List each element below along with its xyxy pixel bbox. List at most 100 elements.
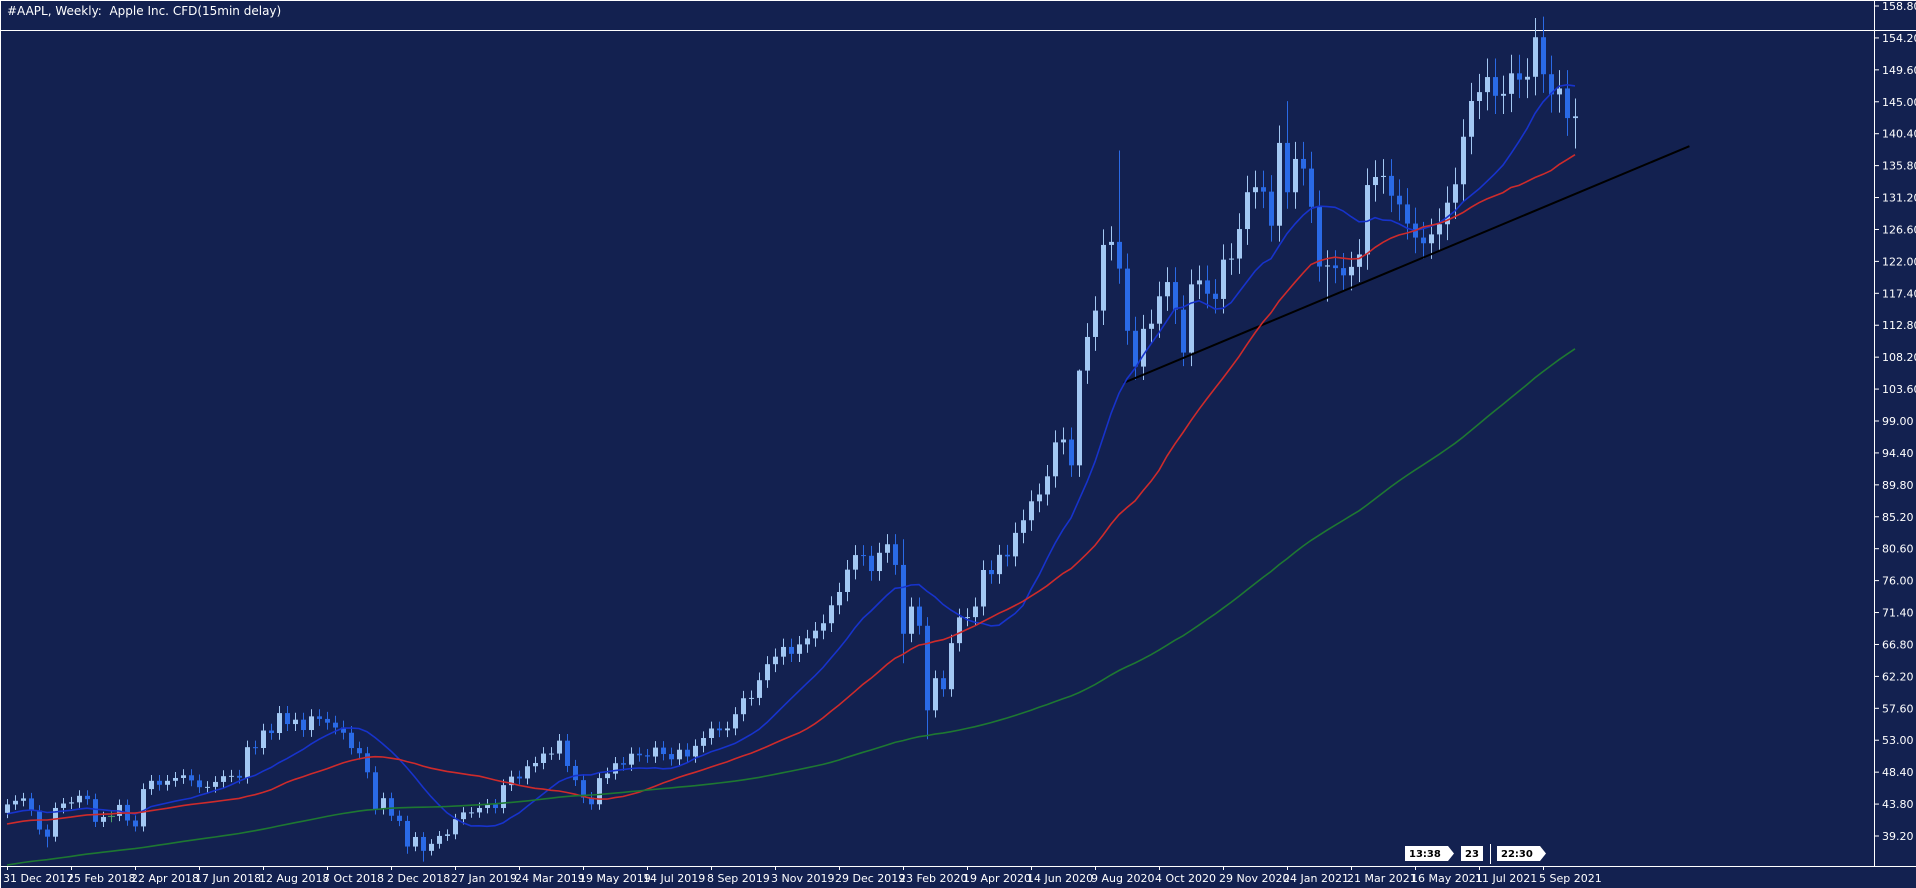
candle-body xyxy=(1517,73,1522,80)
candle-body xyxy=(1365,185,1370,255)
candle-body xyxy=(5,804,10,813)
candle-body xyxy=(325,718,330,723)
candle-body xyxy=(709,728,714,739)
candle-body xyxy=(1181,309,1186,353)
candle-body xyxy=(277,713,282,734)
candle-body xyxy=(1253,187,1258,193)
candle-body xyxy=(1269,191,1274,226)
time-label: 19 Apr 2020 xyxy=(963,872,1031,885)
price-label: 89.80 xyxy=(1882,479,1914,492)
candle-body xyxy=(85,795,90,800)
candle-body xyxy=(813,630,818,639)
time-label: 24 Mar 2019 xyxy=(515,872,585,885)
candle-body xyxy=(229,775,234,777)
price-label: 94.40 xyxy=(1882,447,1914,460)
candle-body xyxy=(749,697,754,699)
candle-body xyxy=(917,606,922,626)
time-label: 31 Dec 2017 xyxy=(3,872,73,885)
candle-body xyxy=(301,719,306,731)
time-marker-tags[interactable]: 13:38 23 22:30 xyxy=(1405,844,1546,864)
price-label: 99.00 xyxy=(1882,415,1914,428)
candle-body xyxy=(661,747,666,755)
candle-body xyxy=(293,719,298,725)
time-marker-tag[interactable] xyxy=(1497,846,1546,861)
candle-body xyxy=(525,766,530,779)
price-label: 53.00 xyxy=(1882,734,1914,747)
candle-body xyxy=(1453,184,1458,203)
price-label: 126.60 xyxy=(1882,223,1916,236)
trendline-object[interactable] xyxy=(1123,145,1690,384)
candle-body xyxy=(1293,158,1298,193)
price-axis[interactable]: 158.80 154.20 149.60 145.00 140.40 135.80 131.… xyxy=(1874,1,1916,866)
candle-body xyxy=(981,569,986,607)
candle-body xyxy=(1037,494,1042,502)
candle-body xyxy=(1061,439,1066,443)
candle-body xyxy=(1317,206,1322,267)
candle-body xyxy=(1045,476,1050,495)
time-marker-tag[interactable] xyxy=(1461,846,1483,861)
candle-body xyxy=(741,698,746,715)
candle-body xyxy=(221,776,226,782)
candle-body xyxy=(1389,175,1394,196)
candle-body xyxy=(1437,224,1442,235)
candle-body xyxy=(1373,176,1378,186)
candle-body xyxy=(1541,37,1546,75)
candle-body xyxy=(501,785,506,809)
candle-body xyxy=(1461,136,1466,185)
price-label: 154.20 xyxy=(1882,32,1916,45)
price-label: 57.60 xyxy=(1882,702,1914,715)
candle-body xyxy=(1029,501,1034,521)
candle-body xyxy=(1421,237,1426,244)
candle-body xyxy=(285,713,290,725)
candle-body xyxy=(989,569,994,575)
candle-body xyxy=(1237,229,1242,259)
candle-body xyxy=(653,747,658,757)
candle-body xyxy=(573,765,578,781)
ma-mid-line xyxy=(6,154,1576,825)
candle-body xyxy=(77,795,82,803)
price-label: 145.00 xyxy=(1882,96,1916,109)
time-label: 21 Mar 2021 xyxy=(1347,872,1417,885)
candle-body xyxy=(1565,88,1570,119)
candle-body xyxy=(805,638,810,645)
candle-body xyxy=(1309,168,1314,207)
time-label: 23 Feb 2020 xyxy=(899,872,967,885)
candle-body xyxy=(1341,268,1346,276)
candle-body xyxy=(1117,241,1122,269)
candle-body xyxy=(1213,293,1218,299)
price-label: 158.80 xyxy=(1882,1,1916,13)
candle-body xyxy=(253,747,258,749)
time-label: 19 May 2019 xyxy=(579,872,651,885)
candle-body xyxy=(1005,554,1010,557)
candle-body xyxy=(1197,280,1202,285)
candle-body xyxy=(477,807,482,813)
candle-body xyxy=(541,753,546,763)
time-label: 25 Feb 2018 xyxy=(67,872,135,885)
time-label: 14 Jun 2020 xyxy=(1027,872,1093,885)
ma-slow-line xyxy=(6,348,1576,866)
candle-body xyxy=(613,763,618,774)
candle-body xyxy=(1405,204,1410,224)
time-marker-tag[interactable] xyxy=(1405,846,1454,861)
candle-body xyxy=(765,664,770,681)
candle-body xyxy=(885,544,890,553)
candle-body xyxy=(1485,77,1490,93)
candle-body xyxy=(509,776,514,786)
candle-body xyxy=(1557,88,1562,95)
time-label: 29 Nov 2020 xyxy=(1219,872,1289,885)
candle-body xyxy=(69,802,74,804)
candle-body xyxy=(845,569,850,592)
ma-fast-line xyxy=(6,83,1576,828)
candle-body xyxy=(1165,282,1170,297)
candle-body xyxy=(101,816,106,822)
price-label: 108.20 xyxy=(1882,351,1916,364)
price-label: 112.80 xyxy=(1882,319,1916,332)
price-label: 48.40 xyxy=(1882,766,1914,779)
candle-body xyxy=(429,843,434,851)
candle-body xyxy=(1221,259,1226,299)
candle-body xyxy=(1205,280,1210,294)
candle-body xyxy=(789,646,794,654)
